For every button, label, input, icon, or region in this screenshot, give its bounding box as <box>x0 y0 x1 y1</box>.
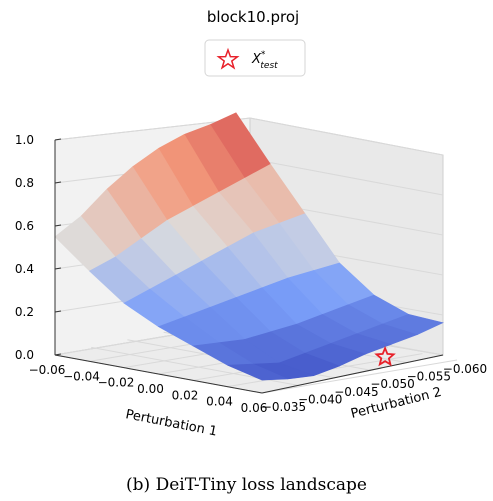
z-tick-label: 0.6 <box>15 219 34 233</box>
z-tick-mark <box>54 181 62 184</box>
x-axis-label: Perturbation 1 <box>124 407 218 439</box>
z-tick-labels: 0.0 0.2 0.4 0.6 0.8 1.0 <box>15 133 62 362</box>
x-tick-label: −0.06 <box>29 363 66 377</box>
surface-facet <box>227 363 288 381</box>
z-tick-mark <box>54 267 62 270</box>
y-tick-labels: −0.035−0.040−0.045−0.050−0.055−0.060 <box>262 362 487 414</box>
z-tick-label: 0.4 <box>15 262 34 276</box>
y-axis-line <box>261 354 444 394</box>
y-tick-label: −0.045 <box>334 385 378 399</box>
x-axis-line <box>54 354 263 394</box>
figure-caption: (b) DeiT-Tiny loss landscape <box>126 475 367 495</box>
y-tick-label: −0.060 <box>443 362 487 376</box>
z-tick-mark <box>54 224 62 227</box>
z-tick-mark <box>54 310 62 313</box>
z-tick-mark <box>54 138 62 141</box>
test-point-star-icon <box>374 345 396 367</box>
x-tick-label: 0.00 <box>137 382 164 396</box>
grid-line <box>249 158 444 196</box>
z-tick-label: 1.0 <box>15 133 34 147</box>
z-tick-label: 0.2 <box>15 305 34 319</box>
star-marker-icon <box>216 47 240 70</box>
grid-line <box>261 359 458 394</box>
x-tick-label: −0.02 <box>98 376 135 390</box>
y-tick-label: −0.035 <box>262 400 306 414</box>
z-tick-label: 0.0 <box>15 348 34 362</box>
z-tick-mark <box>54 353 62 356</box>
x-tick-labels: −0.06−0.04−0.02 0.00 0.02 0.04 0.06 <box>29 363 268 415</box>
loss-surface <box>54 112 444 381</box>
axis-lines <box>54 140 444 394</box>
grid-line <box>249 117 444 156</box>
y-tick-label: −0.040 <box>298 392 342 406</box>
x-tick-label: 0.06 <box>241 401 268 415</box>
y-tick-label: −0.055 <box>407 370 451 384</box>
x-tick-label: 0.02 <box>172 388 199 402</box>
x-tick-label: 0.04 <box>206 395 233 409</box>
x-tick-label: −0.04 <box>63 369 100 383</box>
legend-frame <box>204 39 306 77</box>
y-tick-label: −0.050 <box>370 377 414 391</box>
z-tick-label: 0.8 <box>15 176 34 190</box>
legend: X* test <box>204 39 306 77</box>
chart-title: block10.proj <box>207 8 299 26</box>
